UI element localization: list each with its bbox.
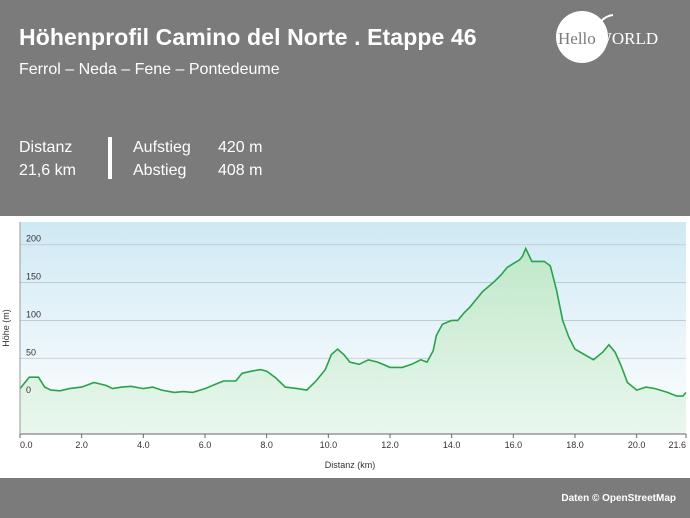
distance-stat: Distanz 21,6 km [19, 136, 76, 182]
elevation-line [19, 246, 687, 397]
ascent-value: 420 m [218, 139, 263, 156]
x-tick-2.0: 2.0 [75, 440, 88, 450]
distance-label: Distanz [19, 139, 73, 156]
logo-world: WORLD [595, 29, 659, 48]
x-tick-14.0: 14.0 [443, 440, 461, 450]
y-tick-0: 0 [26, 385, 31, 395]
elevation-labels: Aufstieg Abstieg [133, 136, 191, 182]
ascent-label: Aufstieg [133, 139, 191, 156]
y-axis-label: Höhe (m) [1, 309, 11, 347]
data-credit: Daten © OpenStreetMap [561, 493, 676, 504]
x-tick-18.0: 18.0 [566, 440, 584, 450]
logo-hello: Hello [558, 29, 596, 48]
x-tick-16.0: 16.0 [505, 440, 523, 450]
x-tick-6.0: 6.0 [199, 440, 212, 450]
descent-label: Abstieg [133, 162, 187, 179]
x-tick-4.0: 4.0 [137, 440, 150, 450]
chart-title: Höhenprofil Camino del Norte . Etappe 46 [19, 24, 477, 50]
x-tick-8.0: 8.0 [260, 440, 273, 450]
elevation-area [20, 248, 686, 434]
x-axis-label: Distanz (km) [325, 460, 376, 470]
logo-text: HelloWORLD [558, 29, 658, 49]
x-tick-12.0: 12.0 [381, 440, 399, 450]
route-subtitle: Ferrol – Neda – Fene – Pontedeume [19, 61, 280, 78]
y-tick-100: 100 [26, 309, 41, 319]
y-tick-labels: 0 50 100 150 200 [26, 234, 41, 395]
distance-value: 21,6 km [19, 162, 76, 179]
y-tick-150: 150 [26, 272, 41, 282]
stats-divider [108, 137, 112, 179]
helloworld-logo-icon [556, 11, 608, 63]
y-tick-50: 50 [26, 347, 36, 357]
x-tick-20.0: 20.0 [628, 440, 646, 450]
x-tick-21.6: 21.6 [668, 440, 686, 450]
elevation-chart: 0.0 2.0 4.0 6.0 8.0 10.0 12.0 14.0 16.0 18.0 20.0 2… [0, 216, 690, 478]
elevation-values: 420 m 408 m [218, 136, 262, 182]
logo-swoosh-icon [596, 14, 614, 27]
x-tick-0.0: 0.0 [20, 440, 33, 450]
x-tick-labels: 0.0 2.0 4.0 6.0 8.0 10.0 12.0 14.0 16.0 18.0 20.0 2… [19, 434, 687, 450]
descent-value: 408 m [218, 162, 263, 179]
x-tick-10.0: 10.0 [320, 440, 338, 450]
elevation-chart-svg: 0.0 2.0 4.0 6.0 8.0 10.0 12.0 14.0 16.0 18.0 20.0 2… [1, 222, 687, 470]
y-tick-200: 200 [26, 234, 41, 244]
